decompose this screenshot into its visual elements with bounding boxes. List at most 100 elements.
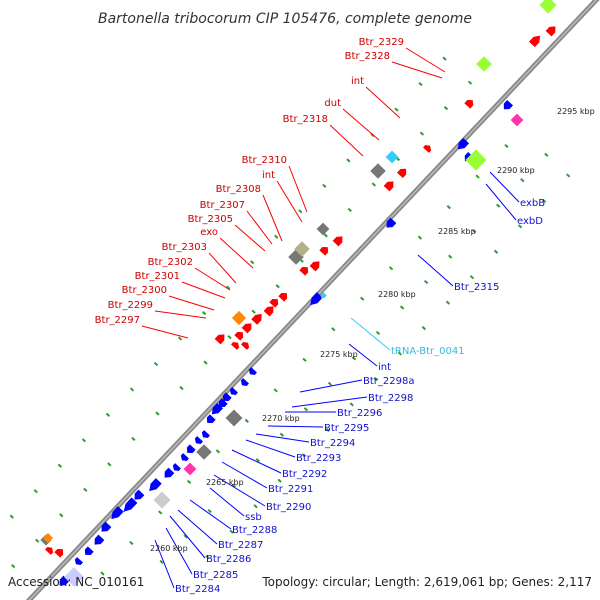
tick-dot bbox=[493, 249, 499, 254]
tick-dot bbox=[205, 555, 210, 560]
tick-dot bbox=[399, 305, 405, 310]
forward-gene-arrow bbox=[299, 266, 309, 276]
reverse-gene-arrow bbox=[149, 478, 162, 492]
reverse-gene-arrow bbox=[101, 521, 112, 532]
tick-dot bbox=[394, 107, 399, 112]
reverse-gene-arrow bbox=[386, 217, 397, 228]
leader-line bbox=[246, 210, 273, 245]
tick-dot bbox=[469, 275, 475, 280]
leader-line bbox=[169, 515, 206, 559]
tick-dot bbox=[475, 174, 480, 179]
kbp-tick-label: 2285 kbp bbox=[438, 227, 476, 236]
leader-line bbox=[262, 194, 283, 242]
reverse-gene-arrow bbox=[134, 489, 145, 500]
forward-gene-arrow bbox=[464, 99, 474, 109]
reverse-gene-arrow bbox=[186, 444, 196, 454]
tick-dot bbox=[351, 356, 357, 361]
tick-dot bbox=[397, 351, 402, 356]
tick-dot bbox=[467, 80, 473, 85]
leader-line bbox=[208, 252, 237, 284]
tick-dot bbox=[203, 360, 208, 365]
gene-label-forward: Btr_2301 bbox=[135, 271, 180, 282]
tick-dot bbox=[183, 534, 188, 539]
tick-dot bbox=[155, 411, 160, 416]
gene-label-reverse: Btr_2294 bbox=[310, 438, 355, 449]
gene-label-reverse: Btr_2296 bbox=[337, 408, 382, 419]
tick-dot bbox=[331, 327, 336, 332]
tick-dot bbox=[35, 538, 40, 543]
pseudogene-feature bbox=[510, 113, 524, 127]
gene-feature-gray bbox=[316, 222, 330, 236]
leader-line bbox=[267, 425, 324, 428]
tick-dot bbox=[349, 402, 354, 407]
left-labels: Btr_2329Btr_2328intdutBtr_2318Btr_2310in… bbox=[95, 37, 404, 326]
tick-dot bbox=[59, 513, 64, 518]
forward-gene-arrow bbox=[423, 145, 432, 153]
tick-dot bbox=[277, 478, 282, 483]
tick-dot bbox=[472, 229, 477, 234]
tick-dot bbox=[207, 508, 212, 514]
tick-dot bbox=[322, 183, 327, 188]
forward-gene-arrow bbox=[45, 547, 54, 555]
leader-line bbox=[165, 527, 193, 575]
tick-dot bbox=[100, 571, 105, 576]
reverse-gene-arrow bbox=[172, 463, 181, 471]
tick-dot bbox=[215, 449, 221, 454]
tick-dot bbox=[158, 510, 163, 515]
forward-gene-arrow bbox=[269, 298, 279, 308]
reverse-gene-arrow bbox=[248, 367, 257, 375]
forward-gene-arrow bbox=[241, 342, 250, 350]
leader-line bbox=[154, 310, 207, 319]
tick-dot bbox=[417, 235, 423, 240]
leader-line bbox=[365, 86, 401, 119]
leader-line bbox=[417, 254, 454, 287]
gene-label-forward: Btr_2307 bbox=[200, 200, 245, 211]
kbp-tick-label: 2280 kbp bbox=[378, 290, 416, 299]
gene-label-reverse: int bbox=[378, 362, 391, 373]
tick-dot bbox=[445, 300, 451, 305]
leader-line bbox=[194, 267, 231, 291]
tick-dot bbox=[153, 361, 159, 367]
tick-dot bbox=[388, 266, 394, 271]
reverse-gene-arrow bbox=[164, 467, 175, 478]
gene-feature-light bbox=[153, 491, 171, 509]
gene-feature-orange bbox=[231, 310, 247, 326]
tick-dot bbox=[9, 514, 14, 519]
tick-dot bbox=[346, 158, 351, 163]
forward-gene-arrow bbox=[234, 331, 244, 341]
leader-line bbox=[255, 433, 310, 443]
tick-dot bbox=[421, 326, 427, 331]
gene-label-reverse: Btr_2288 bbox=[232, 525, 277, 536]
tick-dot bbox=[229, 529, 234, 534]
tick-dot bbox=[83, 487, 88, 492]
leader-line bbox=[391, 61, 443, 79]
kbp-tick-labels: 2260 kbp 2265 kbp 2270 kbp 2275 kbp 2280 kbp… bbox=[150, 107, 595, 553]
forward-gene-arrow bbox=[241, 323, 252, 334]
reverse-gene-arrow bbox=[84, 546, 94, 556]
forward-gene-arrow bbox=[251, 313, 262, 325]
tick-dot bbox=[57, 463, 62, 468]
gene-label-forward: Btr_2297 bbox=[95, 315, 140, 326]
reverse-gene-arrow bbox=[201, 430, 210, 438]
leader-line bbox=[489, 171, 520, 203]
leader-line bbox=[329, 124, 364, 157]
leader-line bbox=[209, 487, 245, 517]
tick-dot bbox=[33, 489, 38, 494]
gene-label-forward: int bbox=[262, 170, 275, 181]
tick-dot bbox=[448, 254, 453, 259]
gene-label-reverse: Btr_2298a bbox=[363, 376, 414, 387]
gene-label-reverse: Btr_2285 bbox=[193, 570, 238, 581]
gene-label-reverse: Btr_2291 bbox=[268, 484, 313, 495]
gene-label-reverse: Btr_2295 bbox=[324, 423, 369, 434]
kbp-tick-label: 2270 kbp bbox=[262, 414, 300, 423]
tick-dot bbox=[159, 559, 164, 565]
gene-label-forward: Btr_2300 bbox=[122, 285, 167, 296]
forward-gene-arrow bbox=[545, 26, 556, 37]
forward-gene-arrow bbox=[528, 35, 541, 48]
tick-dot bbox=[105, 412, 111, 417]
reverse-gene-arrow bbox=[310, 292, 323, 306]
reverse-gene-arrow bbox=[74, 557, 83, 565]
reverse-gene-arrow bbox=[457, 137, 470, 150]
